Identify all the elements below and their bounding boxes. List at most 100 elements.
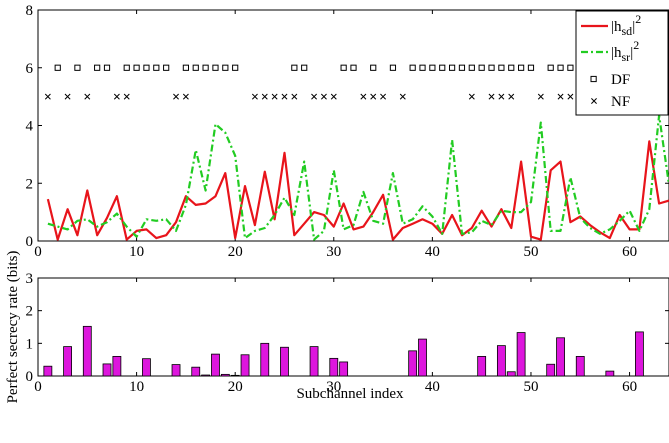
df-marker <box>192 64 199 71</box>
top-xtick-label: 40 <box>425 244 440 260</box>
series-line-h-sd-2 <box>46 140 669 241</box>
nf-marker <box>44 93 51 100</box>
df-marker <box>291 64 298 71</box>
secrecy-rate-bar <box>102 363 112 377</box>
bottom-plot-frame <box>37 277 669 377</box>
bottom-plot-bars <box>43 325 644 377</box>
df-marker <box>439 64 446 71</box>
legend-nf-marker <box>591 98 597 104</box>
top-ytick-label: 0 <box>26 234 34 250</box>
secrecy-rate-bar <box>496 345 506 377</box>
nf-marker <box>84 93 91 100</box>
df-marker <box>518 64 525 71</box>
nf-marker <box>182 93 189 100</box>
df-marker <box>429 64 436 71</box>
nf-marker <box>498 93 505 100</box>
df-marker <box>498 64 505 71</box>
nf-marker <box>508 93 515 100</box>
secrecy-rate-bar <box>556 337 565 377</box>
df-marker <box>143 64 150 71</box>
df-marker <box>340 64 347 71</box>
df-marker <box>448 64 456 71</box>
df-marker <box>123 64 130 71</box>
df-marker <box>488 64 495 71</box>
legend-label-h-sd-2: |hsd|2 <box>611 12 641 38</box>
nf-marker <box>320 93 327 100</box>
secrecy-rate-bar <box>191 366 201 377</box>
series-line-h-sr-2 <box>47 114 669 241</box>
top-xtick-label: 0 <box>34 244 42 260</box>
secrecy-rate-bar <box>63 346 72 377</box>
secrecy-rate-bar <box>506 371 516 377</box>
df-marker <box>212 64 219 71</box>
secrecy-rate-bar <box>171 364 181 377</box>
nf-marker <box>311 93 318 100</box>
nf-marker <box>380 93 387 100</box>
nf-marker <box>271 93 278 100</box>
nf-marker <box>291 93 298 100</box>
channel-gain-chart: 0 10 20 30 40 50 60 0 2 4 6 8 |hsd|2|hsr|2 DF NF <box>26 3 669 260</box>
secrecy-rate-bar <box>408 350 418 377</box>
df-marker <box>301 64 308 71</box>
secrecy-rate-bar <box>329 357 339 377</box>
df-marker <box>350 64 357 71</box>
df-marker <box>547 64 554 71</box>
top-ytick-label: 8 <box>26 3 34 19</box>
secrecy-rate-bar <box>240 354 250 377</box>
secrecy-rate-bar <box>477 355 487 377</box>
top-plot-marks <box>44 64 669 241</box>
nf-marker <box>173 93 179 100</box>
secrecy-rate-bar <box>43 365 53 377</box>
nf-marker <box>64 93 71 100</box>
nf-marker <box>123 93 130 100</box>
bottom-ytick-label: 2 <box>26 304 34 320</box>
bottom-xtick-label: 10 <box>129 379 144 395</box>
bottom-xtick-label: 0 <box>34 379 42 395</box>
nf-marker <box>113 93 120 100</box>
secrecy-rate-bar <box>309 346 319 377</box>
top-ytick-label: 6 <box>26 61 34 77</box>
x-axis-label: Subchannel index <box>296 386 404 402</box>
secrecy-rate-bar <box>211 353 220 377</box>
bottom-ytick-label: 1 <box>26 336 34 352</box>
legend-label-h-sr-2: |hsr|2 <box>611 38 639 64</box>
bottom-xtick-label: 30 <box>326 379 341 395</box>
df-marker <box>153 64 160 71</box>
top-xtick-label: 50 <box>523 244 538 260</box>
y-axis-label: Perfect secrecy rate (bits) <box>5 251 21 404</box>
top-xtick-label: 10 <box>129 244 144 260</box>
df-marker <box>389 64 397 71</box>
legend-label-nf: NF <box>611 94 630 110</box>
df-marker <box>202 64 209 71</box>
df-marker <box>478 64 485 71</box>
nf-marker <box>468 93 475 100</box>
secrecy-rate-bar <box>516 332 526 377</box>
df-marker <box>567 64 574 71</box>
secrecy-rate-bar <box>546 363 556 377</box>
nf-marker <box>370 93 377 100</box>
legend: |hsd|2|hsr|2 DF NF <box>575 10 669 116</box>
top-ytick-label: 2 <box>26 176 34 192</box>
secrecy-rate-bar <box>280 346 289 377</box>
nf-marker <box>281 93 288 100</box>
top-ytick-label: 4 <box>26 119 34 135</box>
bottom-axis-ticks: 0 10 20 30 40 50 60 0 1 2 3 <box>26 271 669 395</box>
df-marker <box>133 64 140 71</box>
df-marker <box>370 64 377 71</box>
df-marker <box>409 64 416 71</box>
bottom-ytick-label: 3 <box>26 271 34 287</box>
secrecy-rate-bar <box>112 355 122 377</box>
bottom-xtick-label: 50 <box>523 379 538 395</box>
secrecy-rate-bar <box>418 338 427 377</box>
df-marker <box>557 64 564 71</box>
secrecy-rate-bar <box>339 361 349 377</box>
df-marker <box>232 64 239 71</box>
top-xtick-label: 20 <box>228 244 243 260</box>
top-plot-frame <box>37 9 669 242</box>
bottom-xtick-label: 60 <box>622 379 637 395</box>
nf-marker <box>488 93 495 100</box>
legend-label-df: DF <box>611 72 630 88</box>
bottom-xtick-label: 20 <box>228 379 243 395</box>
df-marker <box>419 64 426 71</box>
